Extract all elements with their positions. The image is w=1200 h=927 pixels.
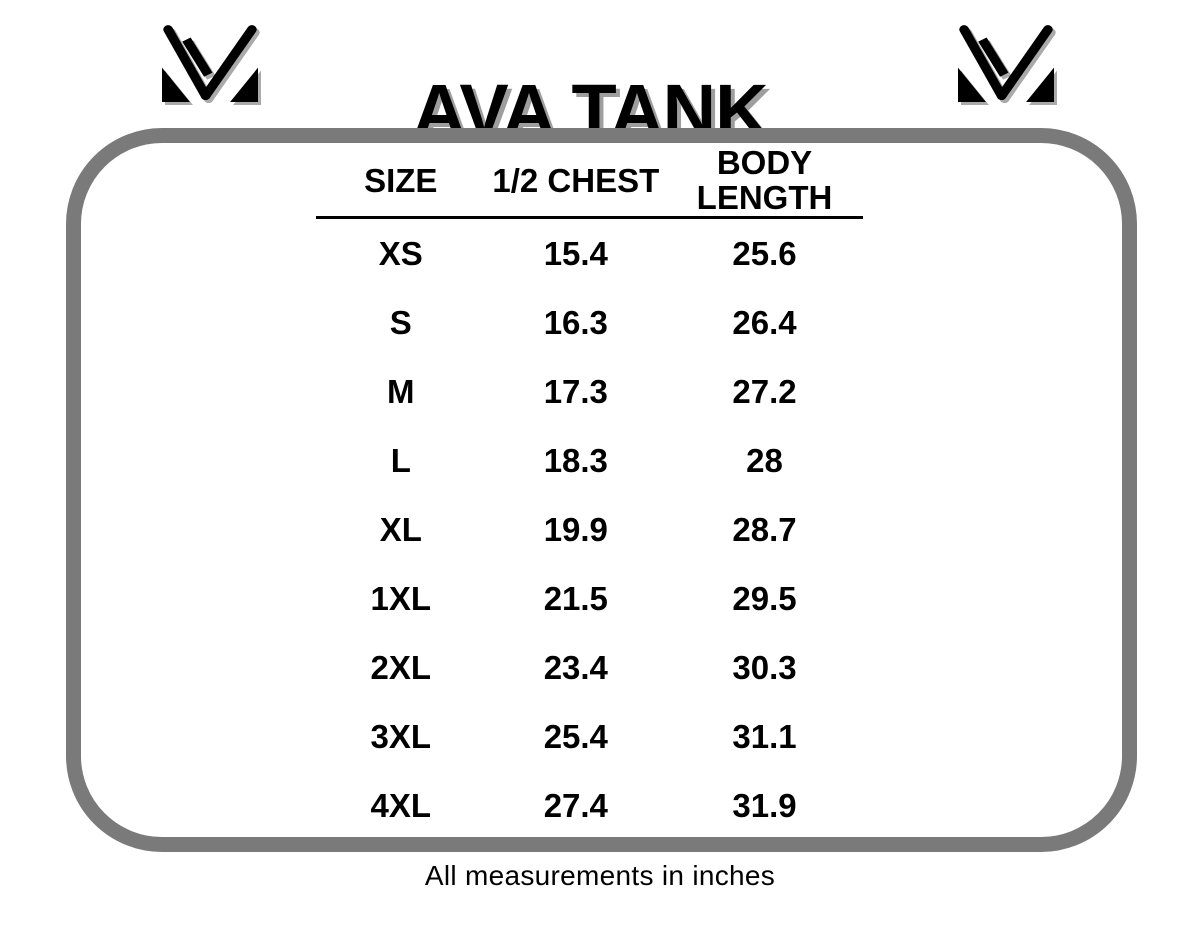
table-cell: 4XL <box>370 786 432 824</box>
mv-monogram-logo <box>162 24 258 102</box>
table-cell: 28.7 <box>732 510 797 548</box>
table-row: 2XL 23.4 30.3 <box>316 633 863 702</box>
table-cell: 31.1 <box>732 717 797 755</box>
mv-monogram-logo <box>958 24 1054 102</box>
table-cell: 27.4 <box>543 786 608 824</box>
table-row: M 17.3 27.2 <box>316 357 863 426</box>
table-cell: 1XL <box>370 579 432 617</box>
table-cell: 15.4 <box>543 234 608 272</box>
table-cell: 23.4 <box>543 648 608 686</box>
table-cell: 18.3 <box>543 441 608 479</box>
table-cell: 29.5 <box>732 579 797 617</box>
size-table-header: SIZE 1/2 CHEST BODY LENGTH <box>316 144 863 216</box>
table-cell: M <box>387 372 415 410</box>
table-row: 1XL 21.5 29.5 <box>316 564 863 633</box>
table-cell: XS <box>378 234 423 272</box>
table-row: L 18.3 28 <box>316 426 863 495</box>
table-cell: 25.4 <box>543 717 608 755</box>
table-cell: 17.3 <box>543 372 608 410</box>
table-row: XS 15.4 25.6 <box>316 219 863 288</box>
table-cell: 19.9 <box>543 510 608 548</box>
table-cell: 30.3 <box>732 648 797 686</box>
table-row: XL 19.9 28.7 <box>316 495 863 564</box>
size-table-body: XS 15.4 25.6 S 16.3 26.4 M 17.3 27.2 L 18.3 28 XL 19.… <box>316 219 863 840</box>
table-cell: 2XL <box>370 648 432 686</box>
table-cell: S <box>389 303 412 341</box>
table-cell: 27.2 <box>732 372 797 410</box>
header-divider-line <box>316 216 863 219</box>
column-header-half-chest: 1/2 CHEST <box>492 161 660 199</box>
size-chart-border <box>66 128 1137 852</box>
table-cell: XL <box>379 510 422 548</box>
table-row: 3XL 25.4 31.1 <box>316 702 863 771</box>
table-cell: 25.6 <box>732 234 797 272</box>
table-cell: 3XL <box>370 717 432 755</box>
column-header-body-length: BODY LENGTH <box>696 144 833 216</box>
column-header-size: SIZE <box>364 161 438 199</box>
table-row: S 16.3 26.4 <box>316 288 863 357</box>
table-row: 4XL 27.4 31.9 <box>316 771 863 840</box>
table-cell: L <box>390 441 411 479</box>
measurements-note: All measurements in inches <box>424 860 776 891</box>
table-cell: 28 <box>746 441 783 479</box>
table-cell: 26.4 <box>732 303 797 341</box>
table-cell: 21.5 <box>543 579 608 617</box>
table-cell: 31.9 <box>732 786 797 824</box>
table-cell: 16.3 <box>543 303 608 341</box>
